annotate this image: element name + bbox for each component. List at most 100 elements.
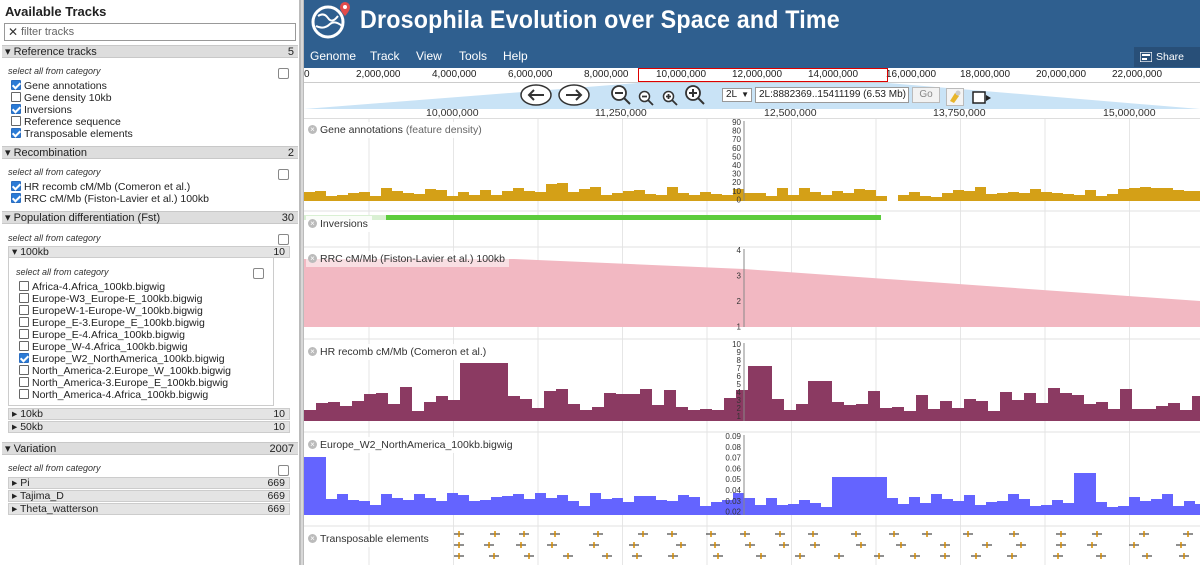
fst-bar xyxy=(986,502,997,515)
gene-density-bar xyxy=(392,191,403,201)
filter-tracks-input[interactable]: ✕ filter tracks xyxy=(4,23,296,41)
recomb-bar xyxy=(916,395,928,421)
subcategory-50kb[interactable]: ▸ 50kb 10 xyxy=(8,421,290,433)
fst-bar xyxy=(964,495,975,515)
location-input[interactable]: 2L:8882369..15411199 (6.53 Mb) xyxy=(755,87,909,103)
checkbox[interactable] xyxy=(11,92,21,102)
zoom-out-more-icon[interactable] xyxy=(610,84,632,106)
y-tick-label: 2 xyxy=(737,297,742,306)
select-all-checkbox[interactable] xyxy=(253,268,264,279)
recomb-bar xyxy=(352,401,364,421)
checkbox[interactable] xyxy=(19,293,29,303)
menu-tools[interactable]: Tools xyxy=(459,49,488,63)
menu-track[interactable]: Track xyxy=(370,49,400,63)
fst-bar xyxy=(557,495,568,515)
track-item-fst[interactable]: Africa-4.Africa_100kb.bigwig xyxy=(19,281,165,293)
track-area[interactable]: 90 80 70 60 50 40 30 20 10 0 4 3 2 1 10 9 8 7 6 5 4 3 2 1 0.09 0.… xyxy=(304,118,1200,565)
subcategory-pi[interactable]: ▸ Pi 669 xyxy=(8,477,290,489)
track-item-fst[interactable]: Europe_W-4.Africa_100kb.bigwig xyxy=(19,341,188,353)
menu-view[interactable]: View xyxy=(416,49,442,63)
select-all-checkbox[interactable] xyxy=(278,465,289,476)
panel-splitter[interactable] xyxy=(300,0,304,565)
clear-filter-icon[interactable]: ✕ xyxy=(8,25,19,39)
track-item-hr-recomb[interactable]: HR recomb cM/Mb (Comeron et al.) xyxy=(11,181,190,193)
track-item-transposable-elements[interactable]: Transposable elements xyxy=(11,128,133,140)
track-item-gene-density[interactable]: Gene density 10kb xyxy=(11,92,112,104)
track-item-fst[interactable]: Europe_E-4.Africa_100kb.bigwig xyxy=(19,329,185,341)
subcategory-10kb[interactable]: ▸ 10kb 10 xyxy=(8,408,290,420)
track-item-fst[interactable]: Europe_E-3.Europe_E_100kb.bigwig xyxy=(19,317,205,329)
track-item-rrc[interactable]: RRC cM/Mb (Fiston-Lavier et al.) 100kb xyxy=(11,193,209,205)
screenshot-tool-icon[interactable] xyxy=(972,87,992,109)
checkbox[interactable] xyxy=(19,353,29,363)
gene-density-bar xyxy=(458,192,469,201)
category-reference-tracks[interactable]: ▾ Reference tracks 5 xyxy=(2,45,298,58)
subcategory-tajima-d[interactable]: ▸ Tajima_D 669 xyxy=(8,490,290,502)
checkbox[interactable] xyxy=(19,389,29,399)
track-item-reference-sequence[interactable]: Reference sequence xyxy=(11,116,121,128)
menu-genome[interactable]: Genome xyxy=(310,49,357,63)
checkbox[interactable] xyxy=(19,317,29,327)
checkbox[interactable] xyxy=(11,128,21,138)
checkbox[interactable] xyxy=(19,341,29,351)
checkbox[interactable] xyxy=(19,377,29,387)
expand-icon: ▸ xyxy=(12,477,18,489)
recomb-bar xyxy=(676,407,688,421)
close-track-icon[interactable]: × xyxy=(308,219,317,228)
track-label-transposable-elements[interactable]: × Transposable elements xyxy=(306,531,433,547)
highlight-tool-icon[interactable] xyxy=(946,86,964,108)
select-all-checkbox[interactable] xyxy=(278,169,289,180)
track-label-inversions[interactable]: × Inversions xyxy=(306,216,372,232)
track-item-fst[interactable]: EuropeW-1-Europe-W_100kb.bigwig xyxy=(19,305,203,317)
fst-bar xyxy=(502,496,513,515)
checkbox[interactable] xyxy=(11,193,21,203)
checkbox[interactable] xyxy=(11,104,21,114)
category-recombination[interactable]: ▾ Recombination 2 xyxy=(2,146,298,159)
zoom-in-more-icon[interactable] xyxy=(684,84,706,106)
recomb-bar xyxy=(496,363,508,421)
go-button[interactable]: Go xyxy=(912,87,940,103)
checkbox[interactable] xyxy=(11,181,21,191)
menu-help[interactable]: Help xyxy=(503,49,528,63)
subcategory-theta-watterson[interactable]: ▸ Theta_watterson 669 xyxy=(8,503,290,515)
track-label-hr-recomb[interactable]: × HR recomb cM/Mb (Comeron et al.) xyxy=(306,344,491,360)
checkbox[interactable] xyxy=(19,305,29,315)
gene-density-bar xyxy=(953,190,964,201)
pan-left-icon[interactable] xyxy=(520,84,552,106)
track-item-fst[interactable]: Europe-W3_Europe-E_100kb.bigwig xyxy=(19,293,202,305)
chromosome-select[interactable]: 2L ▼ xyxy=(722,88,752,102)
select-all-checkbox[interactable] xyxy=(278,68,289,79)
category-variation[interactable]: ▾ Variation 2007 xyxy=(2,442,298,455)
track-item-inversions[interactable]: Inversions xyxy=(11,104,72,116)
checkbox[interactable] xyxy=(19,365,29,375)
recomb-bar xyxy=(616,394,628,421)
close-track-icon[interactable]: × xyxy=(308,440,317,449)
track-item-fst[interactable]: North_America-3.Europe_E_100kb.bigwig xyxy=(19,377,228,389)
close-track-icon[interactable]: × xyxy=(308,254,317,263)
overview-location-highlight[interactable] xyxy=(638,68,888,82)
close-track-icon[interactable]: × xyxy=(308,347,317,356)
close-track-icon[interactable]: × xyxy=(308,125,317,134)
track-label-gene-annotations[interactable]: × Gene annotations (feature density) xyxy=(306,122,486,138)
checkbox[interactable] xyxy=(19,281,29,291)
checkbox[interactable] xyxy=(11,80,21,90)
zoom-out-icon[interactable] xyxy=(638,87,654,109)
track-label-fst-bigwig[interactable]: × Europe_W2_NorthAmerica_100kb.bigwig xyxy=(306,437,517,453)
share-button[interactable]: Share xyxy=(1134,47,1200,67)
track-label-rrc[interactable]: × RRC cM/Mb (Fiston-Lavier et al.) 100kb xyxy=(306,251,509,267)
zoom-in-icon[interactable] xyxy=(662,87,678,109)
track-item-gene-annotations[interactable]: Gene annotations xyxy=(11,80,107,92)
track-item-fst[interactable]: North_America-4.Africa_100kb.bigwig xyxy=(19,389,208,401)
checkbox[interactable] xyxy=(19,329,29,339)
subcategory-100kb[interactable]: ▾ 100kb 10 xyxy=(8,246,290,258)
detail-ruler[interactable]: 10,000,000 11,250,000 12,500,000 13,750,… xyxy=(304,106,1200,119)
select-all-checkbox[interactable] xyxy=(278,234,289,245)
pan-right-icon[interactable] xyxy=(558,84,590,106)
overview-ruler[interactable]: 0 2,000,000 4,000,000 6,000,000 8,000,00… xyxy=(304,68,1200,83)
checkbox[interactable] xyxy=(11,116,21,126)
close-track-icon[interactable]: × xyxy=(308,534,317,543)
category-population-differentiation[interactable]: ▾ Population differentiation (Fst) 30 xyxy=(2,211,298,224)
y-tick-label: 70 xyxy=(732,135,741,144)
track-item-fst[interactable]: Europe_W2_NorthAmerica_100kb.bigwig xyxy=(19,353,225,365)
track-item-fst[interactable]: North_America-2.Europe_W_100kb.bigwig xyxy=(19,365,231,377)
